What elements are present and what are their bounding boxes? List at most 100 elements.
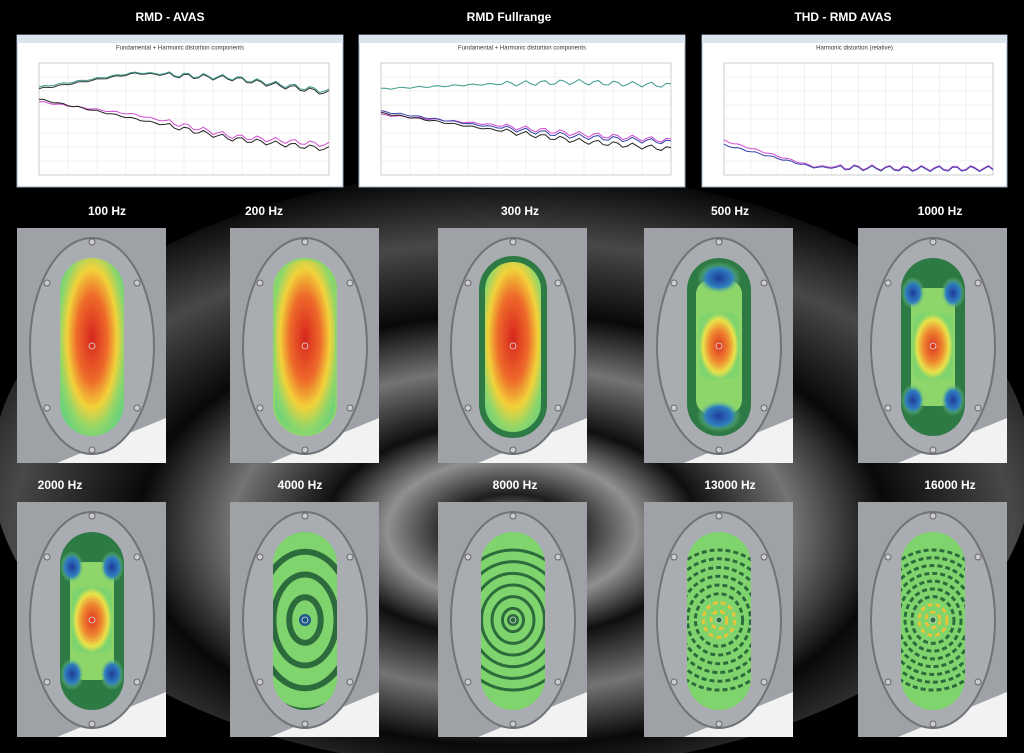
heatmap-panel: [438, 502, 587, 737]
heat-fill: [273, 258, 337, 436]
plot-title: Fundamental + Harmonic distortion compon…: [116, 46, 244, 52]
screw: [88, 238, 96, 246]
screw: [464, 678, 472, 686]
screw: [346, 404, 354, 412]
ring: [481, 571, 545, 669]
ring: [903, 587, 963, 653]
plot-title: Fundamental + Harmonic distortion compon…: [458, 46, 586, 52]
screw: [974, 404, 982, 412]
screw: [256, 553, 264, 561]
curve: [380, 110, 672, 145]
center-marker: [301, 342, 309, 350]
screw: [346, 553, 354, 561]
heatmap-panel: [644, 228, 793, 463]
center-marker: [88, 616, 96, 624]
panel-label: 500 Hz: [711, 204, 749, 218]
heatmap: [273, 532, 337, 710]
ring: [273, 571, 337, 669]
heatmap: [901, 258, 965, 436]
heat-center: [913, 313, 953, 379]
ring: [693, 592, 745, 648]
blue-lobe: [60, 658, 84, 690]
ring: [286, 594, 324, 646]
center-marker: [509, 342, 517, 350]
heat-border: [479, 256, 547, 438]
heatmap-panel: [17, 228, 166, 463]
screw: [670, 404, 678, 412]
heatmap: [60, 258, 124, 436]
panel-label: 8000 Hz: [493, 478, 538, 492]
window-titlebar: [359, 35, 685, 43]
heat-center: [72, 587, 112, 653]
screw: [715, 238, 723, 246]
panel-label: 100 Hz: [88, 204, 126, 218]
heatmap-panel: [858, 228, 1007, 463]
panel-label: 2000 Hz: [38, 478, 83, 492]
screw: [88, 512, 96, 520]
screw: [929, 238, 937, 246]
screw: [715, 720, 723, 728]
screw: [301, 238, 309, 246]
ring: [901, 548, 965, 692]
ring: [709, 609, 729, 631]
screw: [554, 553, 562, 561]
ring: [687, 566, 751, 674]
ring: [481, 560, 545, 680]
screw: [509, 238, 517, 246]
heatmap-panel: [17, 502, 166, 737]
screw: [670, 678, 678, 686]
center-dot: [507, 614, 519, 626]
heat-fill: [481, 258, 545, 436]
screw: [346, 279, 354, 287]
screw: [43, 553, 51, 561]
curve: [38, 98, 330, 152]
blue-lobe: [60, 551, 84, 583]
heatmap: [901, 532, 965, 710]
ring: [687, 574, 751, 666]
screw: [715, 512, 723, 520]
blue-lobe: [100, 658, 124, 690]
screw: [929, 720, 937, 728]
ring: [901, 564, 965, 676]
center-dot: [930, 617, 936, 623]
screw: [929, 446, 937, 454]
screw: [760, 404, 768, 412]
curve: [380, 111, 672, 151]
screw: [974, 678, 982, 686]
screw: [133, 404, 141, 412]
center-marker: [509, 616, 517, 624]
screw: [509, 446, 517, 454]
screw: [884, 404, 892, 412]
heatmap-panel: [644, 502, 793, 737]
ring: [924, 610, 942, 630]
panel-label: 4000 Hz: [278, 478, 323, 492]
panel-label: 1000 Hz: [918, 204, 963, 218]
heat-border: [273, 258, 337, 436]
screw: [346, 678, 354, 686]
ring: [901, 579, 965, 661]
heatmap-panel: [858, 502, 1007, 737]
screw: [715, 446, 723, 454]
panel-label: 13000 Hz: [704, 478, 755, 492]
screw: [301, 446, 309, 454]
screw: [670, 553, 678, 561]
heatmap: [60, 532, 124, 710]
ring: [481, 583, 545, 657]
center-marker: [301, 616, 309, 624]
panel-label: 16000 Hz: [924, 478, 975, 492]
screw: [760, 678, 768, 686]
center-marker: [929, 616, 937, 624]
ring: [687, 548, 751, 692]
window-titlebar: [702, 35, 1007, 43]
screw: [554, 279, 562, 287]
screw: [43, 678, 51, 686]
ring: [687, 557, 751, 683]
screw: [43, 279, 51, 287]
ring: [687, 583, 751, 657]
center-dot: [716, 617, 722, 623]
screw: [464, 553, 472, 561]
screw: [929, 512, 937, 520]
blue-lobe: [901, 384, 925, 416]
center-marker: [715, 616, 723, 624]
heatmap: [273, 258, 337, 436]
